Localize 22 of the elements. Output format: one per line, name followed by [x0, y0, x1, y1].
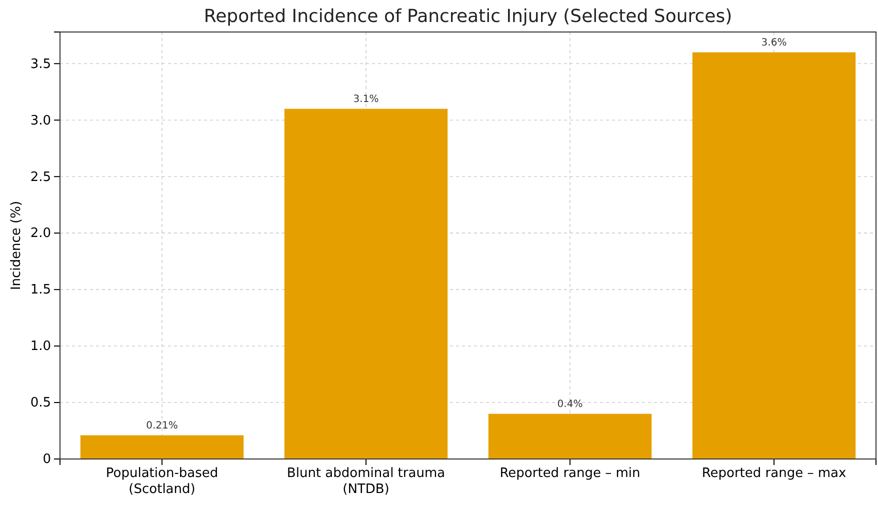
chart-title: Reported Incidence of Pancreatic Injury (Selected Sources)	[204, 6, 732, 27]
y-tick-label: 3.0	[30, 113, 51, 128]
data-label: 3.6%	[761, 37, 787, 48]
bar	[692, 52, 856, 459]
y-tick-label: 2.0	[30, 226, 51, 242]
bar	[80, 435, 244, 459]
y-tick-label: 1.0	[30, 339, 51, 354]
x-tick-label: Reported range – max	[702, 466, 846, 482]
bar	[284, 108, 448, 459]
data-label: 0.4%	[557, 398, 583, 410]
y-tick-label: 2.5	[30, 170, 51, 185]
data-label: 3.1%	[353, 94, 379, 105]
data-label: 0.21%	[146, 420, 178, 432]
y-tick-label: 0.5	[30, 396, 51, 411]
y-tick-label: 3.5	[30, 56, 51, 72]
x-tick-label: Population-based (Scotland)	[106, 466, 218, 497]
x-tick-label: Reported range – min	[500, 466, 640, 482]
y-tick-label: 0	[42, 452, 51, 468]
y-tick-label: 1.5	[30, 282, 51, 298]
y-axis-title: Incidence (%)	[9, 200, 24, 290]
bar	[488, 414, 652, 459]
x-tick-label: Blunt abdominal trauma (NTDB)	[286, 466, 446, 497]
